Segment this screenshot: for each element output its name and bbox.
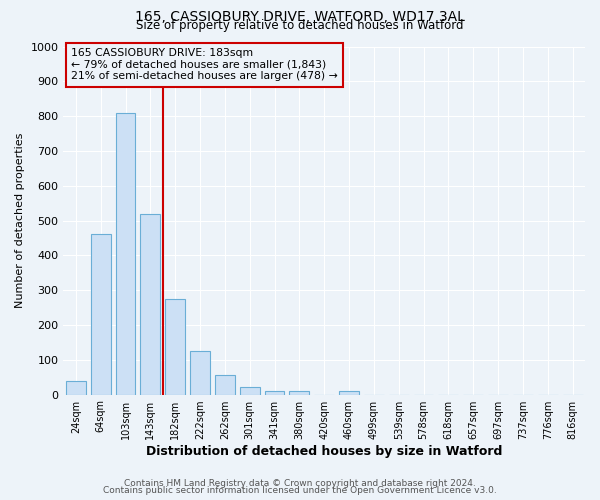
Bar bbox=[215, 374, 235, 394]
Bar bbox=[165, 299, 185, 394]
Text: Contains public sector information licensed under the Open Government Licence v3: Contains public sector information licen… bbox=[103, 486, 497, 495]
Bar bbox=[91, 234, 110, 394]
Bar bbox=[240, 387, 260, 394]
Text: Size of property relative to detached houses in Watford: Size of property relative to detached ho… bbox=[136, 19, 464, 32]
X-axis label: Distribution of detached houses by size in Watford: Distribution of detached houses by size … bbox=[146, 444, 502, 458]
Bar bbox=[339, 391, 359, 394]
Bar bbox=[190, 351, 210, 395]
Bar bbox=[66, 380, 86, 394]
Bar bbox=[289, 391, 310, 394]
Bar bbox=[116, 114, 136, 394]
Text: 165, CASSIOBURY DRIVE, WATFORD, WD17 3AL: 165, CASSIOBURY DRIVE, WATFORD, WD17 3AL bbox=[135, 10, 465, 24]
Y-axis label: Number of detached properties: Number of detached properties bbox=[15, 133, 25, 308]
Text: 165 CASSIOBURY DRIVE: 183sqm
← 79% of detached houses are smaller (1,843)
21% of: 165 CASSIOBURY DRIVE: 183sqm ← 79% of de… bbox=[71, 48, 338, 82]
Text: Contains HM Land Registry data © Crown copyright and database right 2024.: Contains HM Land Registry data © Crown c… bbox=[124, 478, 476, 488]
Bar bbox=[265, 391, 284, 394]
Bar bbox=[140, 214, 160, 394]
